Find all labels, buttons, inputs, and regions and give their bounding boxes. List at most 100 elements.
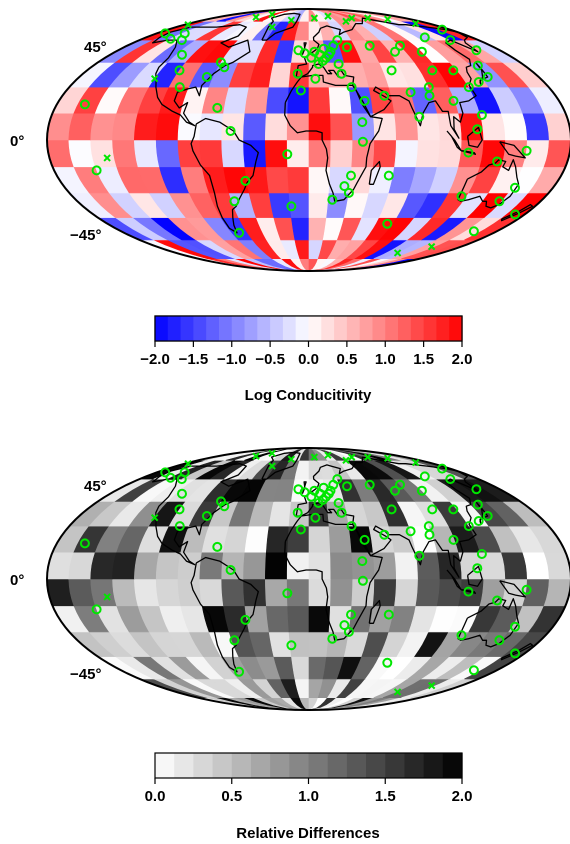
coastline — [500, 203, 534, 222]
observatory-circle — [79, 538, 90, 549]
lat-label-0: 0° — [10, 572, 24, 589]
grid-cell — [244, 86, 270, 114]
observatory-circle — [299, 48, 310, 59]
observatory-circle — [437, 24, 448, 35]
colorbar-tick-labels: −2.0 −1.5 −1.0 −0.5 0.0 0.5 1.0 1.5 2.0 — [140, 341, 472, 368]
observatory-cross — [393, 688, 402, 696]
observatory-circle — [472, 563, 483, 574]
observatory-circle — [494, 196, 505, 207]
colorbar-swatch — [436, 316, 450, 341]
observatory-circle — [201, 72, 212, 82]
observatory-circle — [456, 191, 467, 202]
colorbar-swatch — [321, 316, 335, 341]
grid-cell — [199, 578, 224, 607]
coastline — [261, 12, 301, 41]
observatory-circle — [318, 482, 329, 493]
grid-cell — [308, 605, 331, 633]
observatory-circle — [160, 28, 171, 39]
colorbar-tick-labels: 0.0 0.5 1.0 1.5 2.0 — [145, 778, 472, 805]
observatory-circle — [336, 507, 347, 518]
colorbar-differences: 0.0 0.5 1.0 1.5 2.0 Relative Differences — [145, 752, 472, 842]
grid-cell — [308, 192, 330, 218]
observatory-circle — [310, 512, 321, 523]
observatory-circle — [286, 201, 297, 212]
observatory-circle — [386, 504, 397, 515]
observatory-circle — [492, 156, 503, 167]
colorbar-tick-label: 0.0 — [298, 351, 319, 368]
grid-cell — [243, 112, 267, 141]
observatory-cross — [427, 681, 436, 690]
grid-cell — [177, 578, 203, 607]
observatory-cross — [411, 19, 420, 28]
grid-cell — [308, 525, 331, 553]
observatory-cross — [268, 10, 276, 19]
observatory-circle — [419, 32, 430, 43]
observatory-circle — [318, 43, 329, 54]
observatory-cross — [150, 74, 159, 83]
observatory-circle — [295, 524, 306, 535]
observatory-circle — [336, 68, 347, 79]
observatory-circle — [492, 595, 503, 606]
grid-cell — [199, 112, 224, 141]
grid-cell — [221, 139, 246, 168]
colorbar-tick-label: 1.0 — [298, 788, 319, 805]
observatory-circle — [234, 666, 245, 677]
grid-cell — [287, 605, 310, 633]
colorbar-tick-label: 1.5 — [413, 351, 434, 368]
observatory-cross — [411, 458, 420, 467]
observatory-cross — [252, 452, 260, 460]
observatory-circle — [229, 196, 240, 207]
colorbar-swatch — [174, 753, 194, 778]
observatory-circle — [423, 521, 434, 532]
grid-cell — [221, 112, 246, 141]
observatory-circle — [510, 182, 520, 193]
colorbar-tick-label: −1.0 — [217, 351, 247, 368]
observatory-cross — [383, 454, 392, 462]
observatory-circle — [160, 467, 171, 478]
colorbar-swatch — [385, 316, 399, 341]
grid-cell — [372, 578, 397, 607]
grid-cell — [436, 139, 463, 168]
grid-cell — [330, 139, 354, 168]
grid-cell — [199, 139, 224, 168]
colorbar-swatch — [270, 753, 290, 778]
colorbar-tick-label: 2.0 — [452, 351, 473, 368]
observatory-circle — [282, 588, 293, 599]
coastline — [500, 642, 534, 661]
colorbar-swatch — [282, 316, 297, 341]
observatory-circle — [357, 575, 368, 586]
observatory-circle — [472, 499, 483, 510]
grid-cell — [264, 551, 288, 580]
grid-cell — [308, 86, 331, 114]
observatory-circle — [463, 82, 474, 93]
observatory-cross — [252, 13, 260, 21]
observatory-circle — [390, 485, 400, 496]
observatory-circle — [333, 498, 344, 508]
grid-cell — [308, 166, 331, 194]
observatory-circle — [346, 609, 356, 620]
observatory-circle — [310, 73, 321, 84]
observatory-circle — [240, 175, 251, 186]
colorbar-tick-label: 0.5 — [336, 351, 357, 368]
observatory-circle — [382, 218, 393, 229]
observatory-circle — [343, 187, 354, 198]
coastline — [466, 565, 483, 587]
colorbar-title: Relative Differences — [236, 825, 379, 842]
colorbar-swatch — [308, 753, 329, 778]
grid-cell — [543, 578, 570, 607]
observatory-circle — [473, 77, 484, 87]
grid-cell — [415, 139, 441, 168]
observatory-cross — [287, 455, 296, 463]
grid-cell — [351, 578, 375, 607]
observatory-circle — [476, 110, 487, 120]
colorbar-swatches — [155, 753, 463, 778]
grid-cell — [133, 139, 160, 168]
grid-cell — [415, 112, 441, 141]
coastline — [446, 130, 462, 152]
observatory-circle — [463, 147, 474, 158]
observatory-circle — [416, 485, 427, 496]
colorbar-swatch — [167, 316, 182, 341]
colorbar-swatch — [289, 753, 310, 778]
colorbar-swatch — [442, 753, 463, 778]
